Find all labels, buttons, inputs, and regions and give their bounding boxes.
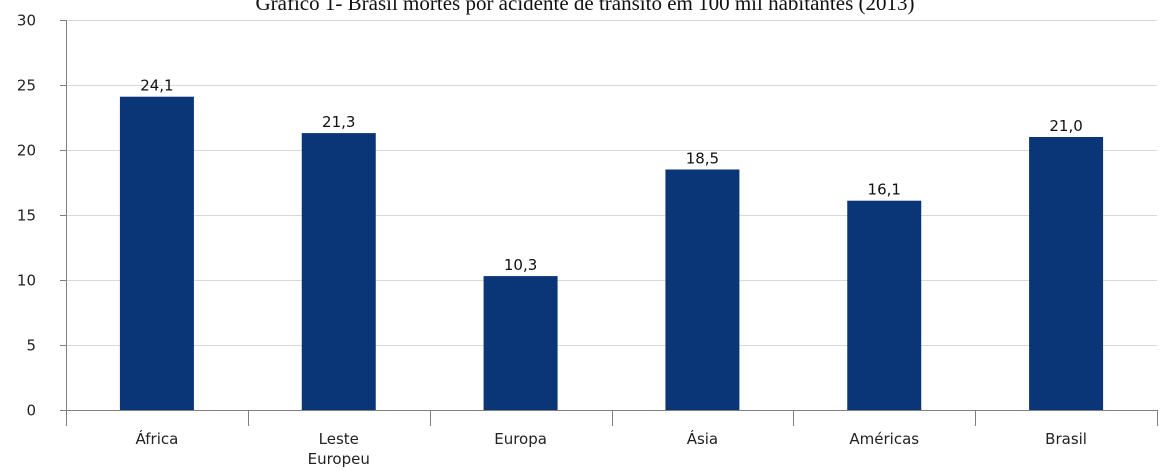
y-tick-label: 15 [17,207,36,225]
x-category-label: Europa [494,430,547,448]
bar [847,200,922,410]
y-tick-label: 5 [26,337,36,355]
x-category-label: África [136,429,179,448]
bar [665,169,740,410]
x-category-label: Brasil [1045,430,1087,448]
data-label: 24,1 [140,77,173,95]
data-label: 10,3 [504,256,537,274]
bar [119,96,194,410]
y-tick-label: 30 [17,12,36,30]
y-tick-label: 0 [26,402,36,420]
x-category-label: Europeu [308,450,370,468]
bar [301,133,376,410]
chart-title: Gráfico 1- Brasil mortes por acidente de… [255,0,915,15]
bar [483,276,558,410]
y-tick-label: 20 [17,142,36,160]
data-label: 18,5 [686,150,719,168]
data-label: 21,3 [322,113,355,131]
y-tick-label: 25 [17,77,36,95]
y-tick-label: 10 [17,272,36,290]
data-label: 21,0 [1049,117,1082,135]
x-category-label: Ásia [687,429,718,448]
x-category-label: Leste [319,430,359,448]
data-label: 16,1 [868,181,901,199]
x-category-label: Américas [849,430,919,448]
bar [1029,137,1104,410]
